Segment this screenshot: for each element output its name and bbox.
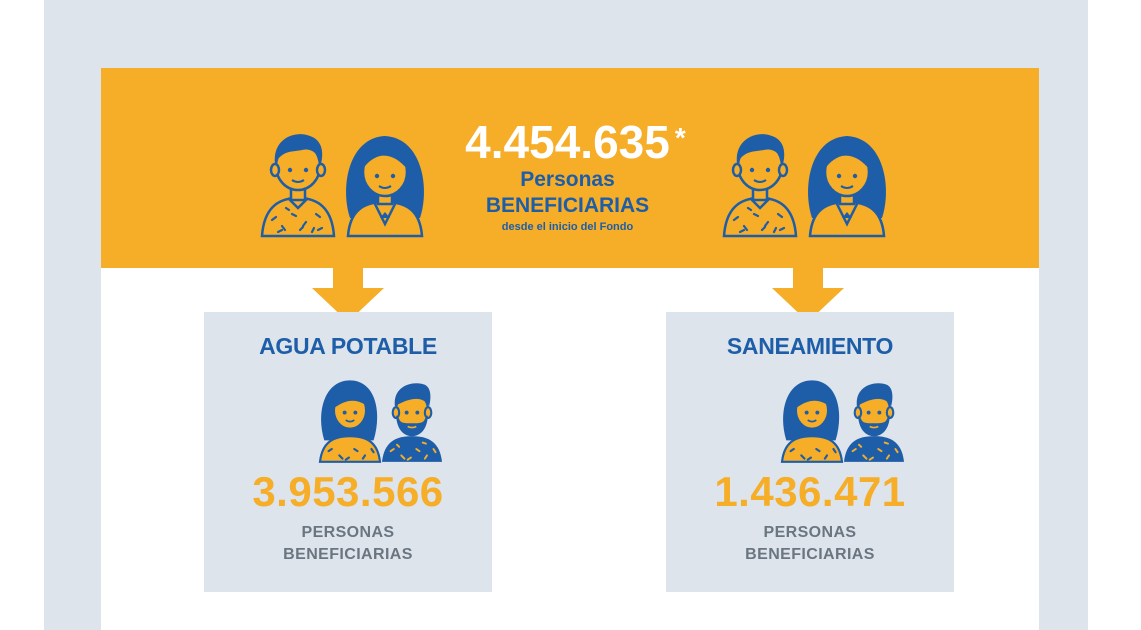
- card-label-line2: BENEFICIARIAS: [745, 546, 875, 563]
- card-saneamiento: SANEAMIENTO 1.436.471 PERSONAS BENEFICIA…: [666, 312, 954, 592]
- man-icon: [346, 374, 478, 464]
- arrow-down-icon: [772, 266, 844, 322]
- woman-icon: [340, 128, 430, 238]
- asterisk: *: [674, 122, 686, 153]
- card-value: 3.953.566: [252, 468, 444, 515]
- man-icon: [720, 128, 800, 238]
- card-title: SANEAMIENTO: [726, 333, 894, 359]
- card-label-line1: PERSONAS: [301, 524, 395, 541]
- man-icon: [258, 128, 338, 238]
- card-value: 1.436.471: [714, 468, 906, 515]
- total-label-beneficiarias: BENEFICIARIAS: [485, 194, 650, 217]
- card-label-line1: PERSONAS: [763, 524, 857, 541]
- card-agua-potable: AGUA POTABLE 3.953.566 PERSONAS BENEFICI…: [204, 312, 492, 592]
- woman-icon: [802, 128, 892, 238]
- total-value: 4.454.635 *: [465, 117, 686, 167]
- total-label-since: desde el inicio del Fondo: [501, 221, 634, 233]
- total-label-personas: Personas: [520, 168, 615, 191]
- arrow-down-icon: [312, 266, 384, 322]
- total-beneficiaries: 4.454.635 * Personas BENEFICIARIAS desde …: [420, 117, 715, 235]
- man-icon: [808, 374, 940, 464]
- card-title: AGUA POTABLE: [259, 333, 437, 359]
- card-label-line2: BENEFICIARIAS: [283, 546, 413, 563]
